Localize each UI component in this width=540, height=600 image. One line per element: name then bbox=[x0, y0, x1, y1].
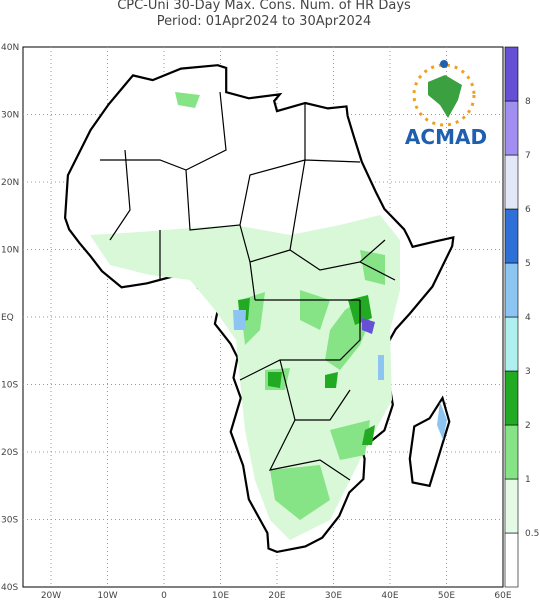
legend-swatch bbox=[504, 154, 519, 210]
lon-label: 50E bbox=[438, 591, 455, 600]
lat-label: 30S bbox=[1, 516, 18, 526]
legend-swatch bbox=[504, 478, 519, 534]
legend-label: 8 bbox=[525, 97, 531, 107]
lat-label: 20N bbox=[1, 178, 19, 188]
country-borders bbox=[100, 91, 396, 481]
legend-swatch bbox=[504, 46, 519, 102]
lon-label: 20E bbox=[268, 591, 285, 600]
rain-area bbox=[437, 402, 447, 440]
legend-swatch bbox=[504, 316, 519, 372]
legend-swatch bbox=[504, 370, 519, 426]
colorbar: 0.5 1 2 3 4 5 6 7 8 bbox=[504, 46, 539, 588]
lat-label: EQ bbox=[1, 313, 14, 323]
lon-label: 40E bbox=[381, 591, 398, 600]
legend-swatch bbox=[504, 532, 519, 588]
lat-label: 40S bbox=[1, 583, 18, 593]
legend-label: 7 bbox=[525, 151, 531, 161]
legend-label: 5 bbox=[525, 259, 531, 269]
rain-area bbox=[238, 295, 375, 445]
lon-label: 20W bbox=[41, 591, 61, 600]
legend-label: 4 bbox=[525, 313, 531, 323]
lat-label: 20S bbox=[1, 448, 18, 458]
legend-label: 3 bbox=[525, 367, 531, 377]
lon-label: 10W bbox=[97, 591, 117, 600]
legend-label: 1 bbox=[525, 475, 531, 485]
logo-text: ACMAD bbox=[405, 125, 487, 149]
logo-sun bbox=[412, 63, 476, 127]
lon-label: 60E bbox=[494, 591, 511, 600]
lon-label: 0 bbox=[161, 591, 167, 600]
africa bbox=[63, 64, 455, 554]
lon-label: 30E bbox=[325, 591, 342, 600]
legend-label: 0.5 bbox=[525, 529, 539, 539]
lat-label: 10S bbox=[1, 381, 18, 391]
subtitle: Period: 01Apr2024 to 30Apr2024 bbox=[157, 14, 372, 29]
lon-label: 10E bbox=[212, 591, 229, 600]
rain-area bbox=[362, 318, 375, 334]
title: CPC-Uni 30-Day Max. Cons. Num. of HR Day… bbox=[117, 0, 411, 13]
legend-label: 2 bbox=[525, 421, 531, 431]
lat-label: 10N bbox=[1, 246, 19, 256]
legend-swatch bbox=[504, 208, 519, 264]
logo-continent bbox=[428, 75, 462, 118]
legend-swatch bbox=[504, 262, 519, 318]
lat-label: 30N bbox=[1, 111, 19, 121]
legend-label: 6 bbox=[525, 205, 531, 215]
logo-drop bbox=[440, 60, 448, 68]
lat-label: 40N bbox=[1, 43, 19, 53]
legend-swatch bbox=[504, 100, 519, 156]
legend-swatch bbox=[504, 424, 519, 480]
logo: ACMAD bbox=[405, 60, 487, 149]
